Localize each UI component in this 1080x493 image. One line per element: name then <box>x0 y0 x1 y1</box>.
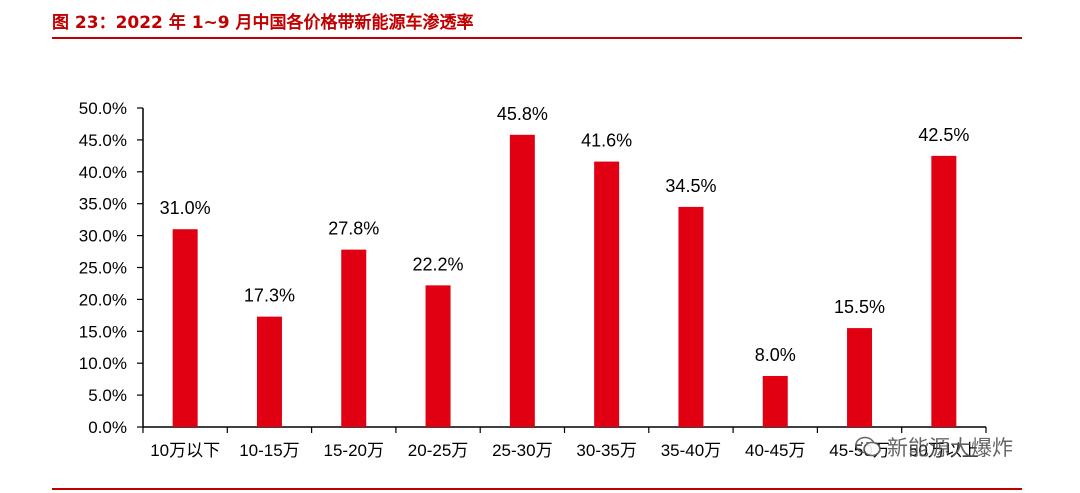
bar <box>509 134 535 427</box>
data-label: 31.0% <box>160 198 211 218</box>
y-tick-label: 15.0% <box>79 322 127 341</box>
y-tick-label: 25.0% <box>79 259 127 278</box>
data-label: 27.8% <box>328 219 379 239</box>
top-rule <box>52 37 1022 39</box>
x-tick-label: 40-45万 <box>745 441 805 460</box>
y-tick-label: 35.0% <box>79 195 127 214</box>
data-label: 15.5% <box>834 297 885 317</box>
watermark: 新能源大爆炸 <box>855 432 1013 462</box>
bar <box>847 328 873 427</box>
x-tick-label: 10万以下 <box>150 441 220 460</box>
x-tick-label: 50万以上 <box>909 441 979 460</box>
x-tick-label: 20-25万 <box>408 441 468 460</box>
y-tick-label: 45.0% <box>79 131 127 150</box>
bar <box>425 285 451 427</box>
y-tick-label: 0.0% <box>88 418 127 437</box>
y-tick-label: 5.0% <box>88 386 127 405</box>
x-tick-label: 35-40万 <box>661 441 721 460</box>
bar <box>762 375 788 427</box>
data-label: 41.6% <box>581 131 632 151</box>
bar <box>931 155 957 427</box>
wechat-icon <box>855 436 881 457</box>
bottom-rule <box>52 488 1022 490</box>
x-tick-label: 15-20万 <box>324 441 384 460</box>
x-tick-label: 30-35万 <box>576 441 636 460</box>
bar <box>172 229 198 427</box>
data-label: 22.2% <box>413 254 464 274</box>
bar <box>678 206 704 427</box>
y-tick-label: 40.0% <box>79 163 127 182</box>
watermark-text: 新能源大爆炸 <box>887 436 1013 460</box>
data-label: 8.0% <box>755 345 796 365</box>
y-tick-label: 10.0% <box>79 354 127 373</box>
data-label: 34.5% <box>665 176 716 196</box>
data-label: 17.3% <box>244 286 295 306</box>
x-tick-label: 10-15万 <box>239 441 299 460</box>
chart-title: 图 23：2022 年 1~9 月中国各价格带新能源车渗透率 <box>52 13 474 33</box>
x-tick-label: 25-30万 <box>492 441 552 460</box>
bar <box>341 249 367 427</box>
data-label: 45.8% <box>497 104 548 124</box>
y-tick-label: 20.0% <box>79 290 127 309</box>
bar <box>256 316 282 427</box>
data-label: 42.5% <box>918 125 969 145</box>
bar <box>594 161 620 428</box>
y-tick-label: 50.0% <box>79 99 127 118</box>
y-tick-label: 30.0% <box>79 227 127 246</box>
